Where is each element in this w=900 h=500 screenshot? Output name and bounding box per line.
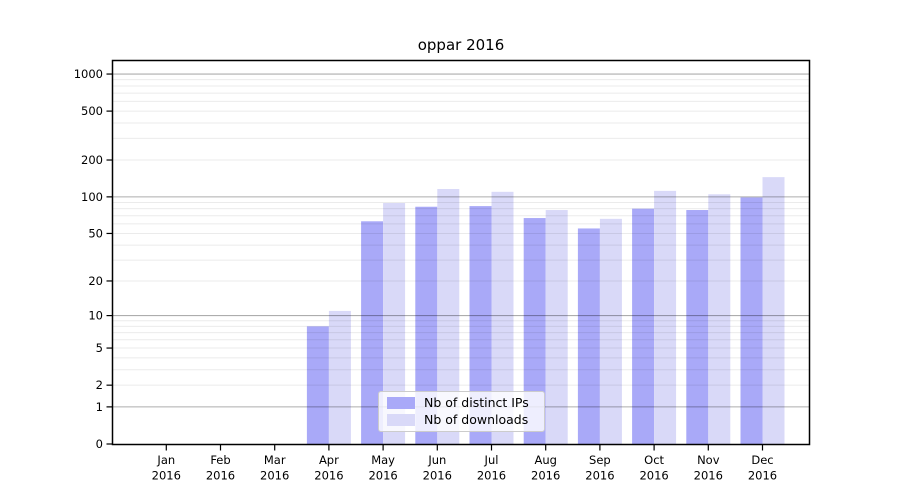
bar-downloads-may — [383, 203, 406, 444]
x-tick-label-month: Jul — [484, 453, 499, 467]
x-tick-label-month: May — [371, 453, 395, 467]
x-tick-label-month: Nov — [697, 453, 720, 467]
bar-downloads-sep — [599, 218, 622, 444]
legend-label-downloads: Nb of downloads — [424, 411, 529, 427]
legend-swatch-distinct-ips — [387, 397, 415, 410]
y-tick-label: 50 — [88, 226, 103, 240]
y-tick-label: 1 — [96, 400, 103, 414]
x-tick-label-year: 2016 — [477, 469, 506, 483]
x-tick-label-year: 2016 — [531, 469, 560, 483]
y-tick-label: 1000 — [74, 67, 103, 81]
legend: Nb of distinct IPs Nb of downloads — [378, 391, 545, 432]
x-tick-label-year: 2016 — [423, 469, 452, 483]
x-tick-label-year: 2016 — [314, 469, 343, 483]
x-tick-label-month: Dec — [751, 453, 773, 467]
legend-label-distinct-ips: Nb of distinct IPs — [424, 395, 529, 410]
y-tick-label: 2 — [96, 378, 103, 392]
x-tick-label-year: 2016 — [368, 469, 397, 483]
x-tick-label-year: 2016 — [585, 469, 614, 483]
chart-title: oppar 2016 — [417, 36, 505, 54]
x-tick-label-month: Apr — [319, 453, 339, 467]
legend-swatch-downloads — [387, 413, 415, 426]
x-tick-label-year: 2016 — [694, 469, 723, 483]
bar-distinct-ips-jul — [469, 206, 492, 444]
y-tick-label: 5 — [96, 341, 103, 355]
x-tick-label-year: 2016 — [206, 469, 235, 483]
bar-distinct-ips-dec — [740, 197, 763, 444]
bar-downloads-oct — [654, 190, 677, 444]
x-tick-label-year: 2016 — [748, 469, 777, 483]
y-tick-label: 100 — [81, 190, 103, 204]
bar-downloads-jul — [491, 191, 514, 444]
legend-item-distinct-ips: Nb of distinct IPs — [387, 395, 544, 410]
x-tick-label-month: Oct — [644, 453, 664, 467]
x-tick-label-year: 2016 — [260, 469, 289, 483]
bar-distinct-ips-oct — [632, 208, 655, 444]
x-tick-label-month: Mar — [264, 453, 286, 467]
bar-distinct-ips-may — [361, 221, 384, 444]
x-tick-label-month: Sep — [589, 453, 611, 467]
y-tick-label: 20 — [88, 274, 103, 288]
bar-distinct-ips-apr — [306, 326, 329, 444]
x-tick-label-month: Jan — [156, 453, 175, 467]
bar-downloads-nov — [708, 194, 731, 444]
y-tick-label: 500 — [81, 104, 103, 118]
legend-item-downloads: Nb of downloads — [387, 411, 544, 427]
bar-downloads-dec — [762, 177, 785, 444]
x-tick-label-month: Jun — [427, 453, 446, 467]
y-tick-label: 10 — [88, 309, 103, 323]
bar-downloads-apr — [328, 310, 351, 444]
x-tick-label-month: Aug — [534, 453, 556, 467]
y-tick-label: 200 — [81, 153, 103, 167]
x-tick-label-year: 2016 — [152, 469, 181, 483]
x-tick-label-month: Feb — [210, 453, 230, 467]
bar-distinct-ips-aug — [523, 218, 546, 444]
x-tick-label-year: 2016 — [639, 469, 668, 483]
y-tick-label: 0 — [96, 437, 103, 451]
bar-downloads-aug — [545, 210, 568, 444]
bar-distinct-ips-sep — [577, 228, 600, 444]
bar-distinct-ips-nov — [686, 210, 709, 444]
bar-distinct-ips-jun — [415, 206, 438, 444]
bar-downloads-jun — [437, 188, 460, 444]
plot-border — [111, 59, 811, 446]
